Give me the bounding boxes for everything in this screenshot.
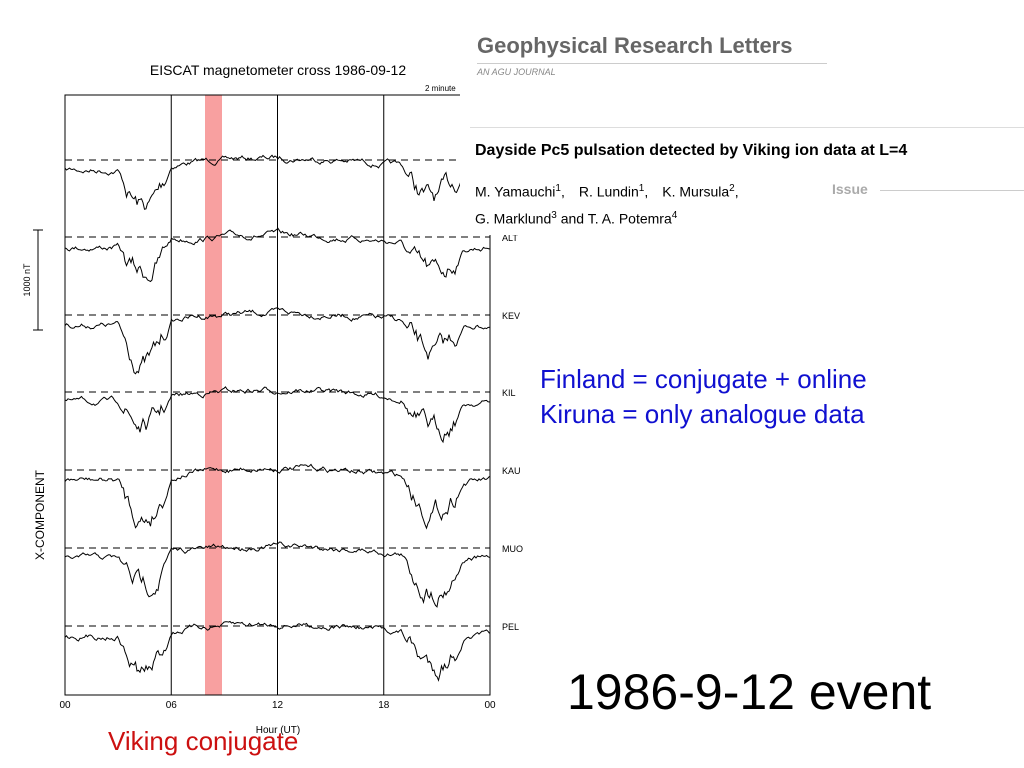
rule [477,63,827,64]
station-label: KEV [502,311,520,321]
author-affiliation: 1 [555,183,561,194]
x-tick-label: 00 [484,700,496,711]
author-name: G. Marklund [475,210,552,227]
magnetogram-trace [64,307,490,375]
rule [470,127,1024,128]
magnetogram-trace [64,541,490,608]
viking-band [205,95,222,695]
author-affiliation: 4 [671,209,678,221]
journal: Geophysical Research Letters [477,33,793,58]
y-label: X-COMPONENT [33,469,47,560]
station-label: MUO [502,544,523,554]
station-label: PEL [502,622,519,632]
station-label: KAU [502,466,521,476]
annotation: Finland = conjugate + online Kiruna = on… [540,362,867,432]
scale-label: 1000 nT [22,263,32,297]
journal-sub: AN AGU JOURNAL [477,67,556,77]
grid [65,95,490,695]
event-label: 1986-9-12 event [567,664,932,720]
author-name: K. Mursula [662,183,730,200]
x-tick-label: 00 [59,700,71,711]
magnetogram-trace [64,386,490,444]
note-line: Kiruna = only analogue data [540,399,865,429]
magnetogram-trace [64,227,490,283]
magnetogram-trace [64,620,490,682]
author-affiliation: 1 [638,183,645,194]
article-header: Geophysical Research Letters AN AGU JOUR… [460,25,1024,235]
x-tick-label: 18 [378,700,390,711]
note-line: Finland = conjugate + online [540,364,867,394]
x-label: Hour (UT) [256,725,300,736]
author-name: R. Lundin [578,183,639,200]
author-affiliation: 3 [551,209,557,221]
author-name: T. A. Potemra [587,210,672,227]
viking-label: Viking conjugate [108,726,299,756]
rule [880,190,1024,191]
x-tick-label: 12 [272,700,284,711]
x-tick-label: 06 [166,700,178,711]
author-affiliation: 2 [729,183,735,194]
figure-title: EISCAT magnetometer cross 1986-09-12 [150,62,406,78]
authors: M. Yamauchi1, R. Lundin1, K. Mursula2, G… [475,183,753,227]
corner-note: 2 minute [425,84,456,93]
article-title: Dayside Pc5 pulsation detected by Viking… [475,142,908,159]
magnetogram-trace [64,463,490,530]
station-label: KIL [502,388,516,398]
station-label: ALT [502,233,518,243]
author-name: M. Yamauchi [475,183,556,200]
traces [64,154,490,682]
issue: Issue [832,181,868,197]
magnetogram-trace [64,154,490,210]
